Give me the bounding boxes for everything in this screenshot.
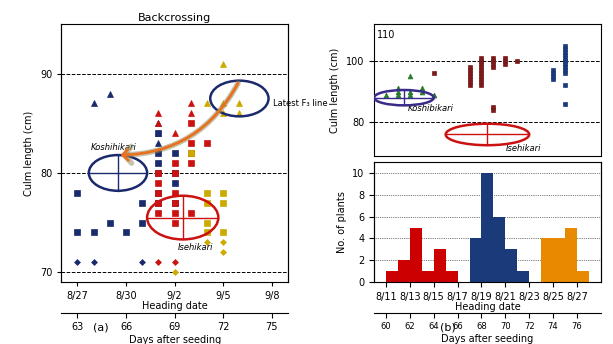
Bar xyxy=(541,238,553,282)
X-axis label: Heading date: Heading date xyxy=(142,301,208,311)
X-axis label: Days after seeding: Days after seeding xyxy=(441,334,533,344)
Bar xyxy=(434,249,446,282)
Bar xyxy=(565,228,577,282)
Text: Koshibikari: Koshibikari xyxy=(408,105,454,114)
Bar xyxy=(446,271,457,282)
Text: Isehikari: Isehikari xyxy=(505,144,541,153)
Bar xyxy=(386,271,398,282)
X-axis label: Days after seeding: Days after seeding xyxy=(129,335,221,344)
Bar xyxy=(517,271,529,282)
X-axis label: Heading date: Heading date xyxy=(454,302,520,312)
Bar xyxy=(470,238,481,282)
Text: (a): (a) xyxy=(93,322,109,332)
Text: Koshihikari: Koshihikari xyxy=(91,143,136,152)
Text: Latest F₃ line: Latest F₃ line xyxy=(273,99,328,108)
Y-axis label: Culm length (cm): Culm length (cm) xyxy=(25,110,34,196)
Y-axis label: Culm length (cm): Culm length (cm) xyxy=(330,47,340,133)
FancyArrowPatch shape xyxy=(123,83,238,160)
Bar xyxy=(493,217,505,282)
Text: 110: 110 xyxy=(376,30,395,40)
FancyArrowPatch shape xyxy=(124,83,238,163)
Bar xyxy=(398,260,410,282)
Y-axis label: No. of plants: No. of plants xyxy=(337,191,346,253)
Text: (b): (b) xyxy=(440,322,455,332)
Bar xyxy=(505,249,517,282)
Bar xyxy=(577,271,589,282)
Bar xyxy=(422,271,434,282)
Bar xyxy=(481,173,493,282)
Bar xyxy=(410,228,422,282)
Text: Isehikari: Isehikari xyxy=(178,243,213,252)
Bar xyxy=(553,238,565,282)
Title: Backcrossing: Backcrossing xyxy=(138,13,211,23)
